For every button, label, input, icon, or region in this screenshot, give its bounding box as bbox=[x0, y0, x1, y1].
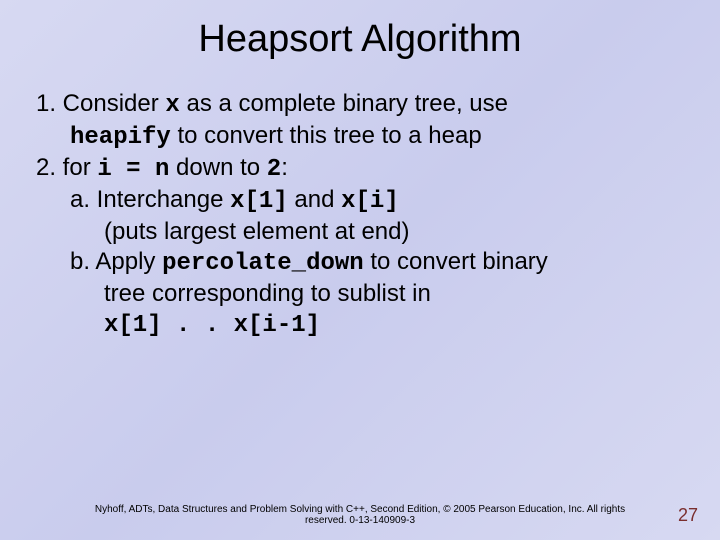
code: x[1] bbox=[230, 188, 288, 215]
line-7: tree corresponding to sublist in bbox=[36, 279, 684, 309]
line-3: 2. for i = n down to 2: bbox=[36, 153, 684, 185]
page-number: 27 bbox=[678, 505, 698, 526]
text: a. Interchange bbox=[70, 186, 230, 213]
text: (puts largest element at end) bbox=[104, 218, 410, 245]
slide-body: 1. Consider x as a complete binary tree,… bbox=[0, 61, 720, 341]
line-2: heapify to convert this tree to a heap bbox=[36, 121, 684, 153]
code: heapify bbox=[70, 124, 171, 151]
code: i = n bbox=[97, 156, 169, 183]
text: to convert binary bbox=[364, 248, 548, 275]
code: x bbox=[165, 92, 179, 119]
text: 1. Consider bbox=[36, 90, 165, 117]
text: tree corresponding to sublist in bbox=[104, 280, 431, 307]
code: x[i] bbox=[341, 188, 399, 215]
line-1: 1. Consider x as a complete binary tree,… bbox=[36, 89, 684, 121]
line-5: (puts largest element at end) bbox=[36, 217, 684, 247]
line-6: b. Apply percolate_down to convert binar… bbox=[36, 247, 684, 279]
code: percolate_down bbox=[162, 250, 364, 277]
text: : bbox=[281, 154, 288, 181]
code: x[1] . . x[i-1] bbox=[104, 312, 320, 339]
text: and bbox=[288, 186, 341, 213]
text: down to bbox=[169, 154, 266, 181]
text: b. Apply bbox=[70, 248, 162, 275]
code: 2 bbox=[267, 156, 281, 183]
line-8: x[1] . . x[i-1] bbox=[36, 309, 684, 341]
slide-title: Heapsort Algorithm bbox=[0, 0, 720, 61]
text: as a complete binary tree, use bbox=[180, 90, 508, 117]
footer-citation: Nyhoff, ADTs, Data Structures and Proble… bbox=[0, 504, 720, 526]
line-4: a. Interchange x[1] and x[i] bbox=[36, 185, 684, 217]
text: to convert this tree to a heap bbox=[171, 122, 482, 149]
text: 2. for bbox=[36, 154, 97, 181]
